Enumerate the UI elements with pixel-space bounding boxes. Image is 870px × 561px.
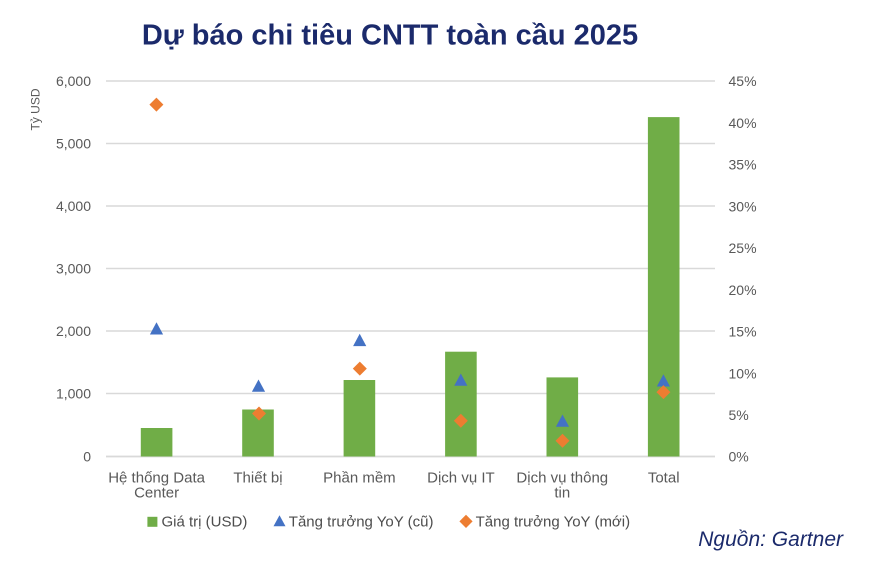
svg-text:Phần mềm: Phần mềm [323, 469, 396, 486]
svg-text:Dịch vụ IT: Dịch vụ IT [427, 469, 495, 486]
svg-text:20%: 20% [729, 282, 757, 298]
svg-text:Nguồn: Gartner: Nguồn: Gartner [698, 528, 844, 551]
svg-text:Thiết bị: Thiết bị [233, 469, 282, 486]
svg-text:Total: Total [648, 469, 680, 486]
svg-text:Tăng trưởng YoY (mới): Tăng trưởng YoY (mới) [476, 513, 631, 530]
svg-text:25%: 25% [729, 240, 757, 256]
svg-text:0: 0 [83, 449, 91, 465]
svg-text:6,000: 6,000 [56, 73, 91, 89]
svg-text:Center: Center [134, 484, 179, 501]
svg-text:tin: tin [554, 484, 570, 501]
svg-text:10%: 10% [729, 365, 757, 381]
svg-text:3,000: 3,000 [56, 261, 91, 277]
svg-text:Giá trị (USD): Giá trị (USD) [162, 513, 248, 530]
svg-text:Hệ thống Data: Hệ thống Data [108, 469, 205, 486]
svg-text:Tỷ USD: Tỷ USD [29, 88, 43, 130]
svg-text:4,000: 4,000 [56, 198, 91, 214]
svg-text:30%: 30% [729, 198, 757, 214]
svg-text:5%: 5% [729, 407, 749, 423]
svg-text:40%: 40% [729, 115, 757, 131]
svg-text:15%: 15% [729, 324, 757, 340]
svg-text:0%: 0% [729, 449, 749, 465]
svg-text:5,000: 5,000 [56, 136, 91, 152]
svg-text:Dự báo chi tiêu CNTT toàn cầu: Dự báo chi tiêu CNTT toàn cầu 2025 [142, 20, 638, 52]
svg-text:Dịch vụ thông: Dịch vụ thông [516, 469, 608, 486]
svg-text:2,000: 2,000 [56, 323, 91, 339]
svg-text:35%: 35% [729, 157, 757, 173]
svg-text:Tăng trưởng YoY (cũ): Tăng trưởng YoY (cũ) [289, 513, 434, 530]
svg-text:45%: 45% [729, 73, 757, 89]
svg-text:1,000: 1,000 [56, 386, 91, 402]
